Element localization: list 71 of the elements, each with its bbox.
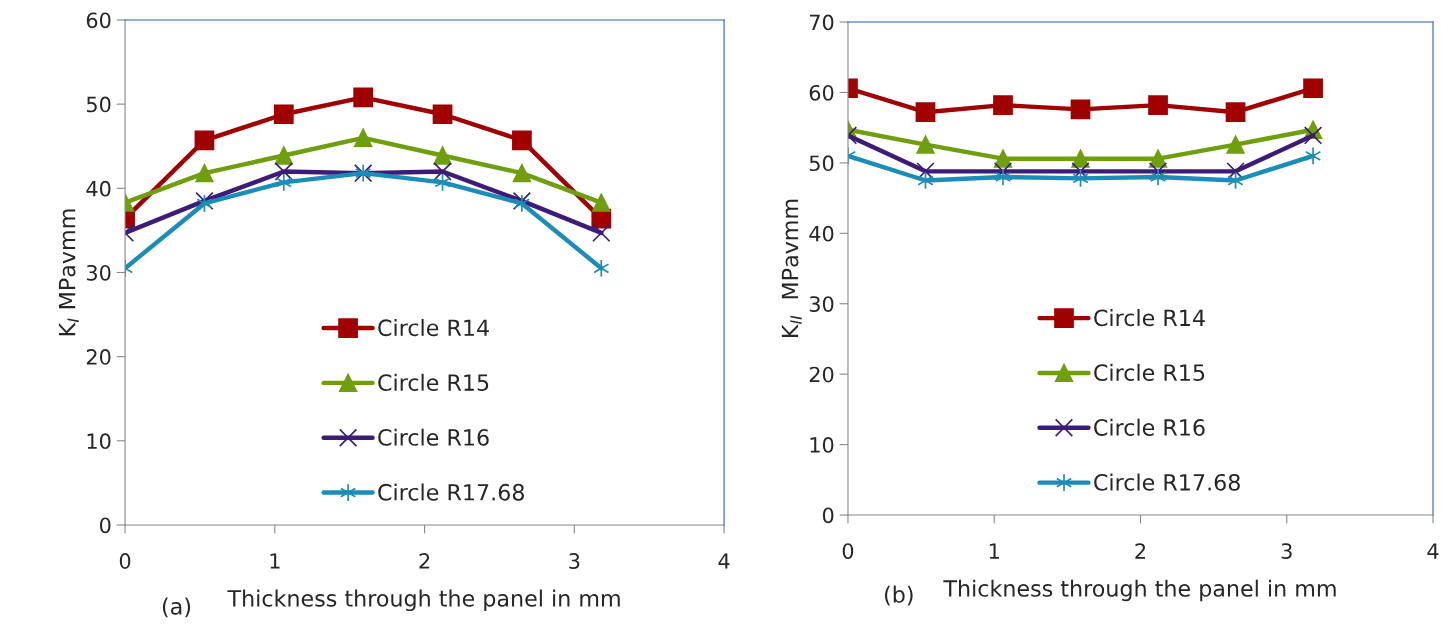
point: [1148, 149, 1168, 168]
legend-label: Circle R15: [378, 373, 489, 391]
text: (b): [884, 585, 913, 606]
legend-label: Circle R14: [378, 318, 489, 337]
y-tick-label: 0: [99, 517, 111, 534]
point: [1303, 126, 1323, 145]
point: [592, 223, 611, 243]
point: [1303, 78, 1323, 99]
x-tick-label: 1: [989, 543, 999, 559]
legend-label: Circle R17.68: [378, 483, 524, 501]
y-axis-title: K$_{II}$ MPavmm: [781, 199, 802, 338]
legend-label: Circle R14: [1094, 309, 1205, 327]
y-tick-label: 30: [809, 296, 834, 312]
point: [993, 95, 1013, 116]
y-tick-label: 60: [809, 84, 834, 101]
y-tick-label: 20: [86, 349, 111, 365]
point: [274, 146, 293, 165]
point: [916, 135, 935, 154]
x-axis-title: Thickness through the panel in mm: [943, 579, 1336, 602]
x-axis-title: Thickness through the panel in mm: [227, 589, 620, 612]
point: [354, 128, 373, 147]
y-tick-label: 70: [809, 14, 834, 31]
y-tick-label: 10: [810, 437, 834, 453]
legend-label: Circle R16: [1094, 418, 1205, 436]
x-tick-label: 0: [119, 553, 131, 569]
point: [916, 162, 935, 181]
x-tick-label: 2: [1135, 543, 1146, 559]
point: [993, 149, 1013, 168]
x-tick-label: 3: [1281, 543, 1292, 559]
point: [1226, 162, 1245, 181]
y-tick-label: 50: [86, 96, 111, 113]
point: [274, 162, 293, 181]
point: [275, 173, 292, 192]
point: [432, 104, 453, 125]
point: [1305, 146, 1322, 166]
y-tick-label: 0: [822, 507, 834, 524]
point: [512, 163, 532, 183]
text: (a): [162, 597, 191, 618]
point: [592, 193, 611, 212]
x-tick-label: 1: [270, 553, 280, 569]
point: [1070, 99, 1091, 120]
point: [1148, 95, 1168, 116]
point: [593, 259, 610, 278]
y-tick-label: 10: [87, 433, 111, 450]
point: [433, 162, 452, 181]
point: [1226, 135, 1245, 154]
y-tick-label: 20: [809, 366, 834, 383]
legend-label: Circle R15: [1094, 363, 1205, 382]
x-tick-label: 4: [718, 553, 730, 569]
y-tick-label: 40: [86, 180, 111, 197]
x-tick-label: 3: [569, 553, 580, 569]
point: [1225, 102, 1246, 123]
y-axis-title: K$_{I}$ MPavmm: [58, 209, 79, 336]
y-tick-label: 40: [809, 225, 834, 242]
x-tick-label: 0: [842, 543, 854, 559]
x-tick-label: 2: [419, 553, 430, 569]
point: [353, 87, 374, 108]
x-tick-label: 4: [1427, 543, 1439, 559]
point: [273, 104, 294, 125]
y-tick-label: 50: [809, 155, 834, 172]
point: [433, 146, 452, 165]
point: [512, 130, 532, 151]
legend-label: Circle R17.68: [1094, 473, 1240, 491]
y-tick-label: 60: [86, 12, 111, 29]
point: [195, 163, 214, 183]
point: [994, 167, 1012, 187]
point: [194, 130, 215, 151]
y-tick-label: 30: [86, 264, 111, 281]
point: [915, 102, 936, 123]
legend-label: Circle R16: [378, 428, 489, 446]
point: [1149, 167, 1167, 187]
